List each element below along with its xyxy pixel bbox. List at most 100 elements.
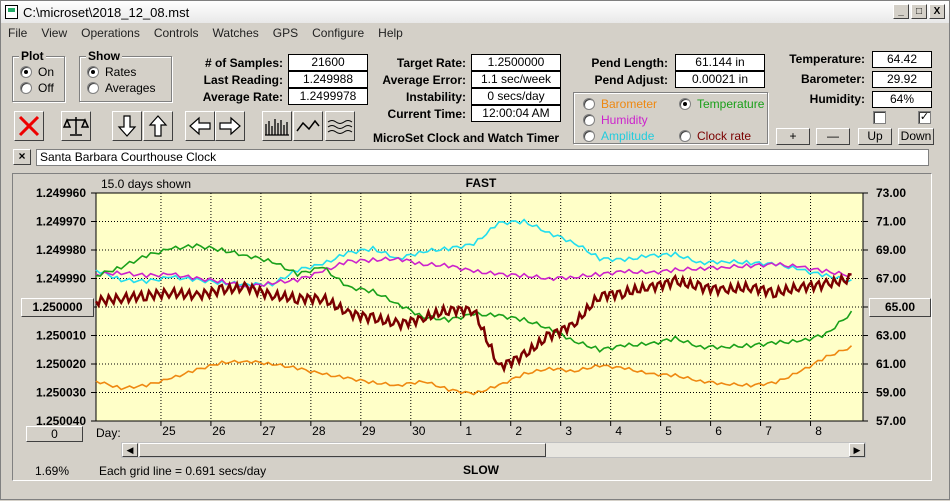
radio-dot [87,82,99,94]
menu-gps[interactable]: GPS [272,26,299,40]
show-group-label: Show [86,49,122,63]
line-view-button[interactable] [293,111,323,141]
close-clock-button[interactable]: × [13,149,31,165]
scroll-right-icon[interactable]: ▶ [849,443,865,457]
left-tick-label: 1.250020 [36,357,86,371]
menu-file[interactable]: File [8,26,28,40]
down-arrow-button[interactable] [112,111,142,141]
percent-label: 1.69% [35,464,70,478]
menu-watches[interactable]: Watches [212,26,259,40]
plot-panel [12,173,932,481]
day-tick-label: 5 [665,424,672,438]
series-humidity-radio[interactable]: Humidity [583,113,648,127]
series-clock-rate-radio[interactable]: Clock rate [679,129,751,143]
samples-value: 21600 [288,54,368,71]
left-tick-label: 1.249990 [36,272,86,286]
series-temperature-label: Temperature [697,97,765,111]
red-x-icon [18,115,40,137]
day-tick-label: 30 [412,424,426,438]
maximize-button[interactable]: □ [911,4,927,19]
temperature-label: Temperature: [789,52,865,66]
right-tick-label: 57.00 [876,414,906,428]
plot-off-radio[interactable]: Off [20,81,54,95]
average-error-label: Average Error: [382,73,466,87]
series-line-rate [94,272,852,374]
plus-button[interactable]: + [776,128,810,145]
right-tick-label: 71.00 [876,215,906,229]
center-rate-button[interactable]: 1.250000 [21,298,94,317]
arrow-left-icon [189,116,211,136]
balance-scale-icon [63,117,89,136]
pend-length-label: Pend Length: [591,56,668,70]
day-tick-label: 6 [715,424,722,438]
app-icon [5,5,18,19]
up-button[interactable]: Up [858,128,892,145]
minus-button[interactable]: — [816,128,850,145]
left-checkbox[interactable] [873,111,886,124]
series-temperature-radio[interactable]: Temperature [679,97,764,111]
day-tick-label: 1 [465,424,472,438]
arrow-down-icon [117,115,137,137]
current-time-label: Current Time: [387,107,466,121]
radio-dot [679,130,691,142]
bar-graph-icon [265,119,289,136]
close-button[interactable]: X [929,4,945,19]
day-tick-label: 26 [212,424,226,438]
horizontal-scrollbar[interactable]: ◀ ▶ [121,442,866,458]
scroll-left-icon[interactable]: ◀ [122,443,138,457]
days-shown-label: 15.0 days shown [101,177,192,191]
plot-group-label: Plot [19,49,46,63]
menu-configure[interactable]: Configure [312,26,365,40]
show-averages-radio[interactable]: Averages [87,81,155,95]
instability-label: Instability: [405,90,466,104]
app-name-label: MicroSet Clock and Watch Timer [373,131,560,145]
left-tick-label: 1.250040 [36,414,86,428]
pend-length-value: 61.144 in [675,54,765,71]
instability-value: 0 secs/day [471,88,561,105]
menu-controls[interactable]: Controls [153,26,199,40]
clock-name-input[interactable]: Santa Barbara Courthouse Clock [36,149,929,166]
window-title: C:\microset\2018_12_08.mst [23,4,190,20]
right-tick-label: 63.00 [876,329,906,343]
minimize-button[interactable]: _ [893,4,909,19]
scroll-thumb[interactable] [139,443,546,457]
series-barometer-radio[interactable]: Barometer [583,97,657,111]
series-amplitude-radio[interactable]: Amplitude [583,129,654,143]
day-axis-label: Day: [96,426,121,440]
clear-button[interactable] [14,111,44,141]
left-tick-label: 1.249960 [36,186,86,200]
show-rates-radio[interactable]: Rates [87,65,136,79]
barometer-label: Barometer: [800,72,865,86]
left-arrow-button[interactable] [185,111,215,141]
left-tick-label: 1.249980 [36,243,86,257]
average-rate-label: Average Rate: [202,90,283,104]
average-error-value: 1.1 sec/week [471,71,561,88]
day-tick-label: 3 [565,424,572,438]
right-checkbox[interactable]: ✓ [918,111,931,124]
menu-operations[interactable]: Operations [81,26,140,40]
plot-on-radio[interactable]: On [20,65,54,79]
up-arrow-button[interactable] [143,111,173,141]
right-tick-label: 59.00 [876,386,906,400]
plot-on-label: On [38,65,55,79]
wave-view-button[interactable] [325,111,355,141]
left-tick-label: 1.250030 [36,386,86,400]
balance-button[interactable] [61,111,91,141]
menu-help[interactable]: Help [378,26,403,40]
menu-view[interactable]: View [41,26,68,40]
right-tick-label: 73.00 [876,186,906,200]
humidity-label: Humidity: [809,92,865,106]
down-button[interactable]: Down [898,128,934,145]
temperature-value: 64.42 [872,51,932,68]
title-bar[interactable]: C:\microset\2018_12_08.mst _ □ X [1,1,949,23]
bars-view-button[interactable] [262,111,292,141]
right-tick-label: 61.00 [876,357,906,371]
menu-bar: File View Operations Controls Watches GP… [1,24,410,42]
target-rate-value: 1.2500000 [471,54,561,71]
slow-label: SLOW [463,463,499,477]
zero-button[interactable]: 0 [26,426,83,442]
center-temp-button[interactable]: 65.00 [869,298,931,317]
right-arrow-button[interactable] [215,111,245,141]
day-tick-label: 2 [515,424,522,438]
